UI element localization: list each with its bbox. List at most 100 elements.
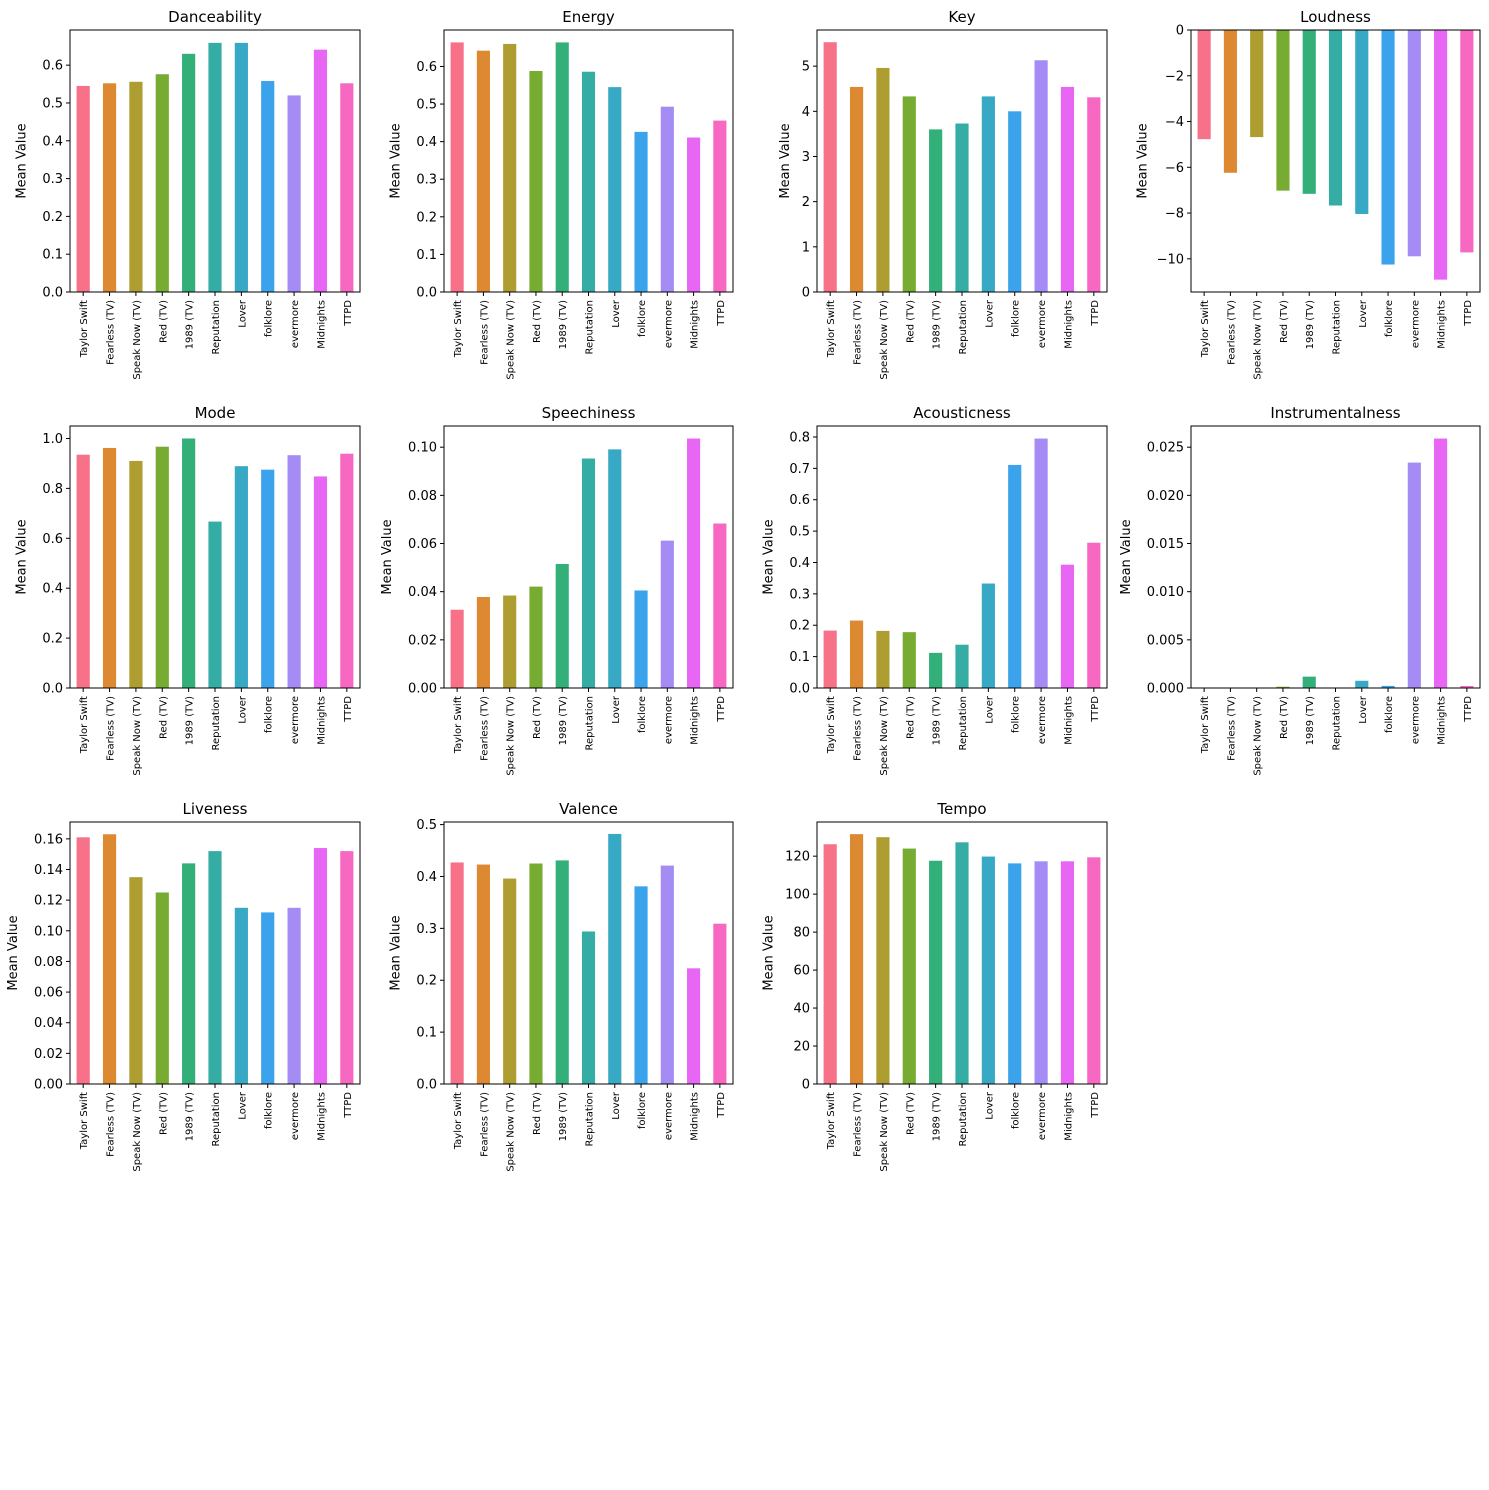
y-tick-label: 0.005 [1147, 633, 1184, 648]
y-axis-label: Mean Value [14, 519, 29, 594]
x-tick-label: Midnights [316, 300, 327, 349]
bar [529, 70, 543, 292]
x-tick-label: evermore [290, 696, 301, 744]
x-tick-label: evermore [1410, 300, 1421, 348]
y-tick-label: 0.010 [1147, 585, 1184, 600]
bar [340, 851, 354, 1084]
y-tick-label: 0.08 [34, 955, 63, 970]
x-tick-label: Lover [237, 695, 248, 724]
bar [1434, 438, 1448, 688]
x-tick-label: TTPD [1090, 696, 1101, 723]
x-tick-label: Red (TV) [532, 300, 543, 343]
y-tick-label: 0.00 [34, 1078, 63, 1093]
x-tick-label: TTPD [343, 300, 354, 327]
x-tick-label: Midnights [690, 696, 701, 745]
x-tick-label: Red (TV) [532, 696, 543, 739]
y-tick-label: 0.2 [416, 210, 437, 225]
chart-panel-loudness: −10 −8 −6 −4 −2 0 Taylor Swift Fearless (TV) Spe… [1135, 8, 1481, 380]
bar [129, 460, 143, 688]
bar [1355, 30, 1369, 214]
x-tick-label: Red (TV) [905, 1092, 916, 1135]
y-tick-label: 0.5 [789, 525, 810, 540]
chart-panel-tempo: 0 20 40 60 80 100 120 Taylor Swift Fearless (TV)… [761, 800, 1108, 1172]
bar [208, 42, 222, 293]
chart-panel-liveness: 0.00 0.02 0.04 0.06 0.08 0.10 0.12 0.14 0.16 Tayl… [6, 800, 361, 1172]
bar [608, 87, 622, 293]
bar [876, 67, 890, 292]
y-tick-label: −6 [1165, 161, 1184, 176]
bar [823, 630, 837, 688]
y-tick-label: 0.000 [1147, 682, 1184, 697]
chart-title: Loudness [1300, 8, 1371, 26]
x-tick-label: Fearless (TV) [1226, 696, 1237, 761]
y-tick-label: 0.7 [789, 462, 810, 477]
bar [1328, 30, 1343, 206]
bar [1381, 30, 1395, 265]
y-tick-label: 2 [802, 195, 810, 210]
y-tick-label: 0.4 [42, 134, 63, 149]
y-tick-label: 0.5 [416, 98, 437, 113]
bar [129, 81, 143, 292]
bar [287, 455, 301, 688]
y-tick-label: 0.04 [408, 585, 437, 600]
bar [634, 131, 648, 292]
bar [287, 95, 301, 292]
y-tick-label: 0.3 [42, 172, 63, 187]
bar [1276, 686, 1290, 688]
bar [713, 523, 727, 688]
y-tick-label: 0.3 [416, 922, 437, 937]
bar [1407, 30, 1421, 257]
bar [1460, 30, 1474, 253]
x-tick-label: Lover [611, 1091, 622, 1120]
x-tick-label: Taylor Swift [453, 1092, 464, 1150]
x-tick-label: Speak Now (TV) [132, 696, 143, 776]
x-tick-label: folklore [1384, 300, 1395, 337]
bar [660, 865, 674, 1084]
bar [529, 586, 543, 688]
bar [555, 42, 569, 293]
x-tick-label: Midnights [690, 300, 701, 349]
x-tick-label: Fearless (TV) [479, 300, 490, 365]
y-tick-label: 0.020 [1147, 489, 1184, 504]
x-tick-label: Speak Now (TV) [1253, 300, 1264, 380]
x-tick-label: 1989 (TV) [558, 300, 569, 349]
x-tick-label: Lover [984, 299, 995, 328]
chart-panel-mode: 0.0 0.2 0.4 0.6 0.8 1.0 Taylor Swift Fearless (… [14, 404, 361, 776]
y-tick-label: 0.4 [416, 870, 437, 885]
y-tick-label: 20 [793, 1040, 810, 1055]
y-axis-label: Mean Value [761, 519, 776, 594]
x-tick-label: Red (TV) [158, 300, 169, 343]
y-tick-label: 0.3 [789, 587, 810, 602]
bar [313, 848, 328, 1084]
bar [313, 49, 328, 292]
bar [1060, 86, 1075, 293]
bar [287, 907, 301, 1084]
bar [76, 837, 90, 1084]
bar [1087, 97, 1101, 292]
bar [1008, 111, 1022, 292]
bar [849, 834, 864, 1084]
bar [608, 833, 622, 1084]
bar [1407, 462, 1421, 688]
bar [503, 878, 517, 1084]
x-tick-label: Taylor Swift [453, 696, 464, 754]
y-tick-label: −10 [1157, 252, 1184, 267]
bar [261, 469, 275, 688]
bar [476, 864, 490, 1084]
y-tick-label: 0.2 [789, 619, 810, 634]
x-tick-label: folklore [264, 300, 275, 337]
y-tick-label: 0.5 [42, 96, 63, 111]
x-tick-label: Taylor Swift [453, 300, 464, 358]
x-tick-label: Speak Now (TV) [506, 300, 517, 380]
bar [1223, 30, 1237, 173]
y-tick-label: 0.0 [42, 682, 63, 697]
bar [76, 85, 90, 292]
bar [981, 583, 995, 688]
y-tick-label: 0.02 [34, 1047, 63, 1062]
x-tick-label: Reputation [585, 300, 596, 355]
y-tick-label: 0.14 [34, 863, 63, 878]
bar [261, 81, 275, 292]
chart-title: Speechiness [542, 404, 636, 422]
x-tick-label: evermore [663, 696, 674, 744]
y-tick-label: 5 [802, 60, 810, 75]
